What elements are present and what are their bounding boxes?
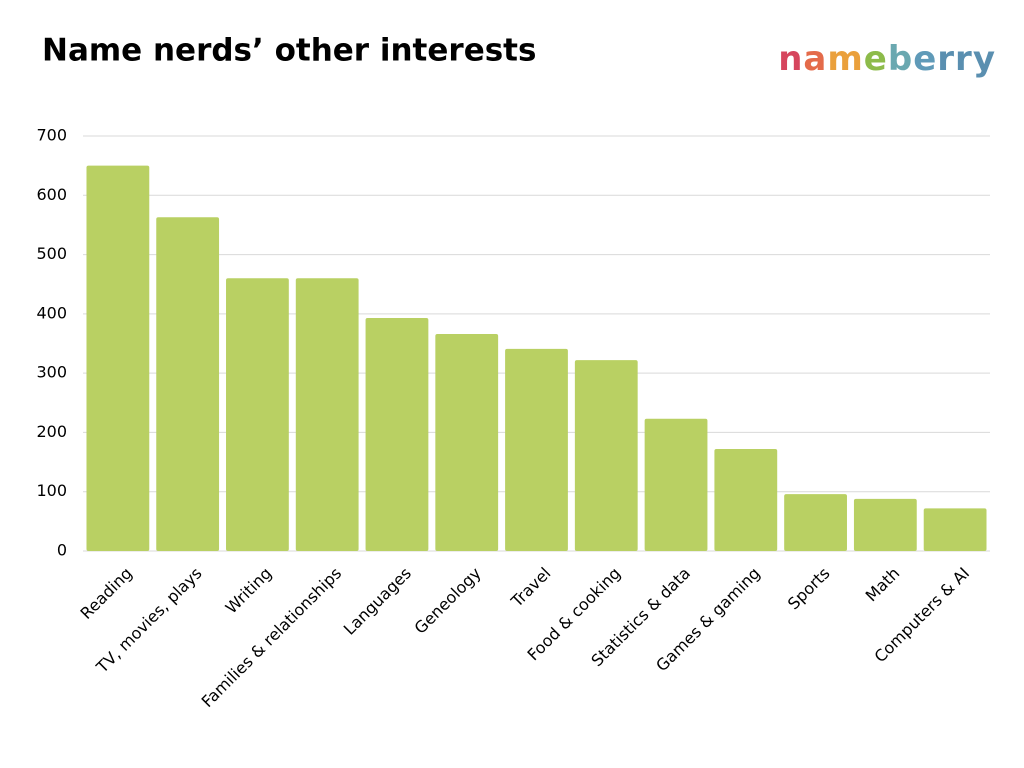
bar [853, 498, 917, 551]
x-tick-label: Languages [340, 564, 415, 639]
chart-title: Name nerds’ other interests [42, 33, 536, 69]
logo-letter: e [913, 39, 937, 79]
logo-letter: a [803, 39, 827, 79]
bar [226, 278, 289, 551]
logo-letter: r [937, 39, 955, 79]
bar [365, 318, 429, 551]
y-tick-label: 100 [36, 481, 67, 500]
bar [156, 217, 220, 551]
y-tick-label: 600 [36, 185, 67, 204]
bar [505, 348, 568, 551]
logo-letter: y [973, 39, 996, 79]
logo-letter: r [955, 39, 973, 79]
bar [714, 449, 778, 551]
bar [574, 360, 638, 551]
x-tick-label: Reading [77, 564, 136, 623]
logo-letter: e [864, 39, 888, 79]
bar [644, 418, 708, 551]
x-tick-label: Writing [222, 564, 276, 618]
x-tick-label: Travel [507, 564, 555, 612]
y-tick-label: 200 [36, 422, 67, 441]
logo-letter: n [778, 39, 803, 79]
y-tick-label: 500 [36, 244, 67, 263]
x-tick-label: Math [862, 564, 904, 606]
y-tick-label: 700 [36, 126, 67, 145]
bar [923, 508, 987, 551]
bar [86, 165, 150, 551]
bar [435, 334, 499, 551]
logo-letter: m [827, 39, 863, 79]
logo-letter: b [888, 39, 913, 79]
bar [784, 494, 847, 551]
bar [295, 278, 359, 551]
x-tick-label: Geneology [411, 564, 485, 638]
x-tick-label: Families & relationships [198, 564, 346, 712]
x-tick-label: Sports [784, 564, 834, 614]
logo: nameberry [778, 39, 996, 79]
y-tick-label: 0 [57, 541, 67, 560]
y-tick-label: 400 [36, 303, 67, 322]
y-tick-label: 300 [36, 363, 67, 382]
